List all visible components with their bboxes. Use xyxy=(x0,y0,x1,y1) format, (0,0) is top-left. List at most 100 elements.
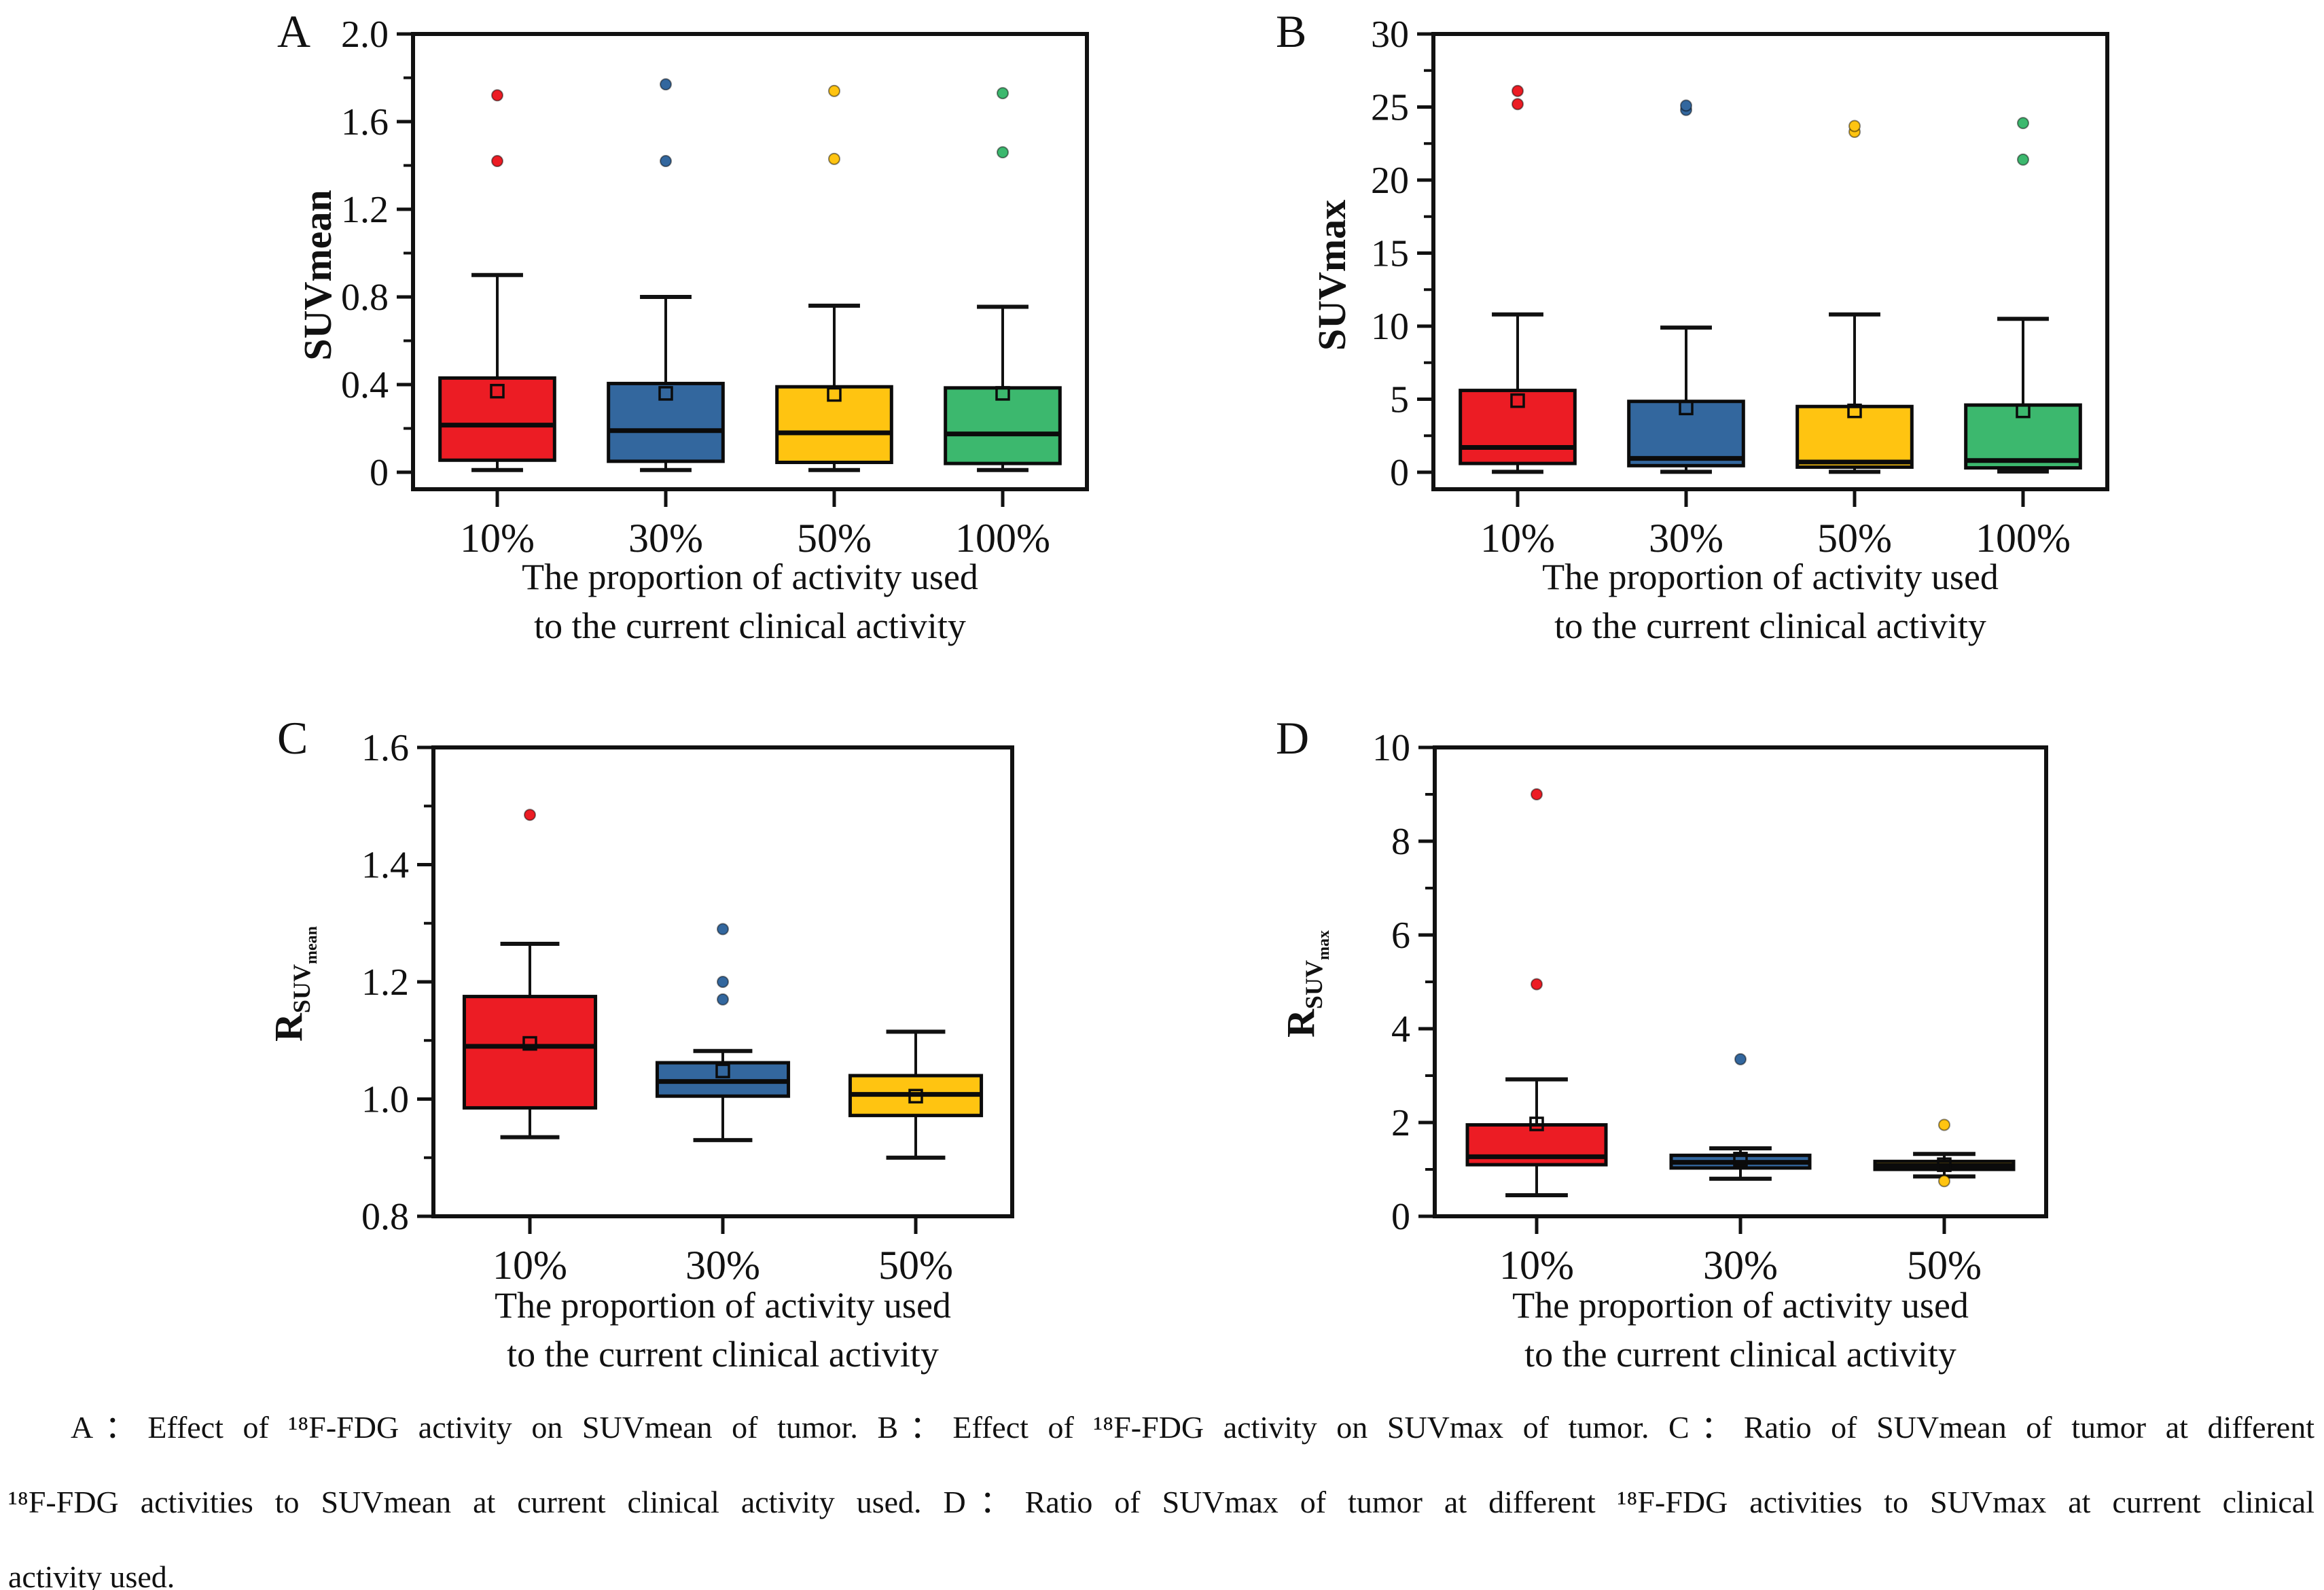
x-tick-label: 100% xyxy=(1976,516,2071,561)
outlier-point xyxy=(2017,153,2029,166)
panel-b: 0 5 10 15 20 25 30 10% 30% 50% 100% xyxy=(1371,14,2109,561)
y-tick-label: 0.8 xyxy=(361,1196,409,1238)
x-axis-title-a-line1: The proportion of activity used xyxy=(522,556,978,597)
y-tick-label: 1.2 xyxy=(361,961,409,1004)
outlier-point xyxy=(828,84,840,97)
y-tick-label: 6 xyxy=(1391,915,1410,957)
y-tick-label: 0.4 xyxy=(341,364,389,406)
x-axis-title-b-line2: to the current clinical activity xyxy=(1554,605,1986,646)
mean-marker xyxy=(1847,403,1862,419)
mean-marker xyxy=(1733,1152,1748,1167)
y-tick-label: 1.4 xyxy=(361,845,409,887)
outlier-point xyxy=(1938,1118,1950,1131)
iqr-box xyxy=(607,381,725,463)
y-tick-label: 30 xyxy=(1371,14,1409,56)
box-100% xyxy=(1964,117,2082,474)
x-tick-label: 50% xyxy=(1907,1243,1982,1288)
mean-marker xyxy=(715,1063,730,1078)
outlier-point xyxy=(717,976,729,988)
outlier-point xyxy=(1848,120,1861,132)
x-tick-label: 30% xyxy=(1649,516,1723,561)
caption-line-2: ¹⁸F-FDG activities to SUVmean at current… xyxy=(8,1485,2314,1519)
panel-label-a: A xyxy=(277,5,311,57)
outlier-point xyxy=(491,89,503,102)
outlier-point xyxy=(717,923,729,936)
box-100% xyxy=(944,87,1062,472)
box-30% xyxy=(1669,1053,1812,1181)
box-50% xyxy=(1795,120,1914,474)
ylabel-sub: SUV xyxy=(288,964,315,1014)
outlier-point xyxy=(660,155,672,168)
y-tick-label: 2 xyxy=(1391,1102,1410,1144)
x-tick-label: 30% xyxy=(628,516,703,561)
x-tick-label: 30% xyxy=(1703,1243,1778,1288)
y-tick-label: 0 xyxy=(370,452,389,494)
outlier-point xyxy=(2017,117,2029,130)
x-tick-label: 50% xyxy=(1817,516,1892,561)
x-axis-title-b-line1: The proportion of activity used xyxy=(1542,556,1999,597)
iqr-box xyxy=(775,385,893,464)
x-tick-label: 30% xyxy=(685,1243,760,1288)
x-axis-title-c-line2: to the current clinical activity xyxy=(507,1334,939,1375)
x-axis-title-d-line1: The proportion of activity used xyxy=(1512,1285,1969,1326)
ylabel-sub: SUV xyxy=(1300,960,1327,1010)
ylabel-main: R xyxy=(266,1013,310,1042)
ylabel-main: SUVmax xyxy=(1310,199,1354,351)
box-10% xyxy=(1465,788,1608,1197)
y-axis-label-suvmean: SUVmean xyxy=(295,190,351,360)
box-50% xyxy=(1873,1118,2016,1188)
x-tick-label: 10% xyxy=(1499,1243,1574,1288)
figure-caption: A：Effect of ¹⁸F-FDG activity on SUVmean … xyxy=(8,1390,2314,1590)
ylabel-main: R xyxy=(1279,1009,1323,1038)
outlier-point xyxy=(1680,99,1692,112)
iqr-box xyxy=(462,995,598,1110)
y-tick-label: 20 xyxy=(1371,160,1409,202)
mean-marker xyxy=(2016,403,2031,419)
y-tick-label: 5 xyxy=(1390,378,1409,421)
ylabel-subsub: max xyxy=(1315,930,1333,961)
ylabel-main: SUVmean xyxy=(296,190,340,361)
y-tick-label: 1.6 xyxy=(341,101,389,143)
y-axis-label-rsuvmax: RSUVmax xyxy=(1278,930,1334,1038)
box-10% xyxy=(438,89,556,472)
y-tick-label: 1.0 xyxy=(361,1079,409,1121)
y-tick-label: 10 xyxy=(1371,306,1409,348)
panel-c: 0.8 1.0 1.2 1.4 1.6 10% 30% 50% xyxy=(361,727,1014,1288)
outlier-point xyxy=(1734,1053,1747,1065)
mean-marker xyxy=(1679,400,1694,416)
y-tick-label: 10 xyxy=(1372,727,1410,769)
mean-marker xyxy=(995,386,1010,401)
y-tick-label: 15 xyxy=(1371,232,1409,275)
outlier-point xyxy=(1531,978,1543,991)
outlier-point xyxy=(660,78,672,91)
iqr-box xyxy=(1795,404,1914,469)
plot-frame xyxy=(411,32,1089,491)
x-tick-label: 50% xyxy=(797,516,872,561)
panel-label-c: C xyxy=(277,712,308,764)
x-axis-title-a-line2: to the current clinical activity xyxy=(534,605,966,646)
mean-marker xyxy=(908,1089,923,1103)
y-tick-label: 1.6 xyxy=(361,727,409,769)
outlier-point xyxy=(1512,84,1524,97)
outlier-point xyxy=(491,155,503,168)
outlier-point xyxy=(1531,788,1543,800)
caption-line-3: activity used. xyxy=(8,1559,175,1590)
mean-marker xyxy=(522,1036,537,1051)
y-tick-label: 0 xyxy=(1390,452,1409,494)
y-axis-label-rsuvmean: RSUVmean xyxy=(266,926,321,1042)
outlier-point xyxy=(997,146,1009,159)
outlier-point xyxy=(717,993,729,1006)
box-10% xyxy=(462,809,598,1140)
box-30% xyxy=(1627,99,1745,474)
x-tick-label: 50% xyxy=(878,1243,953,1288)
panel-label-d: D xyxy=(1276,712,1310,764)
x-tick-label: 100% xyxy=(955,516,1050,561)
y-tick-label: 0.8 xyxy=(341,277,389,319)
iqr-box xyxy=(438,376,556,462)
mean-marker xyxy=(658,386,673,401)
box-30% xyxy=(607,78,725,472)
panel-a: 0 0.4 0.8 1.2 1.6 2.0 10% 30% 50% 100% xyxy=(341,14,1089,561)
y-tick-label: 1.2 xyxy=(341,189,389,231)
